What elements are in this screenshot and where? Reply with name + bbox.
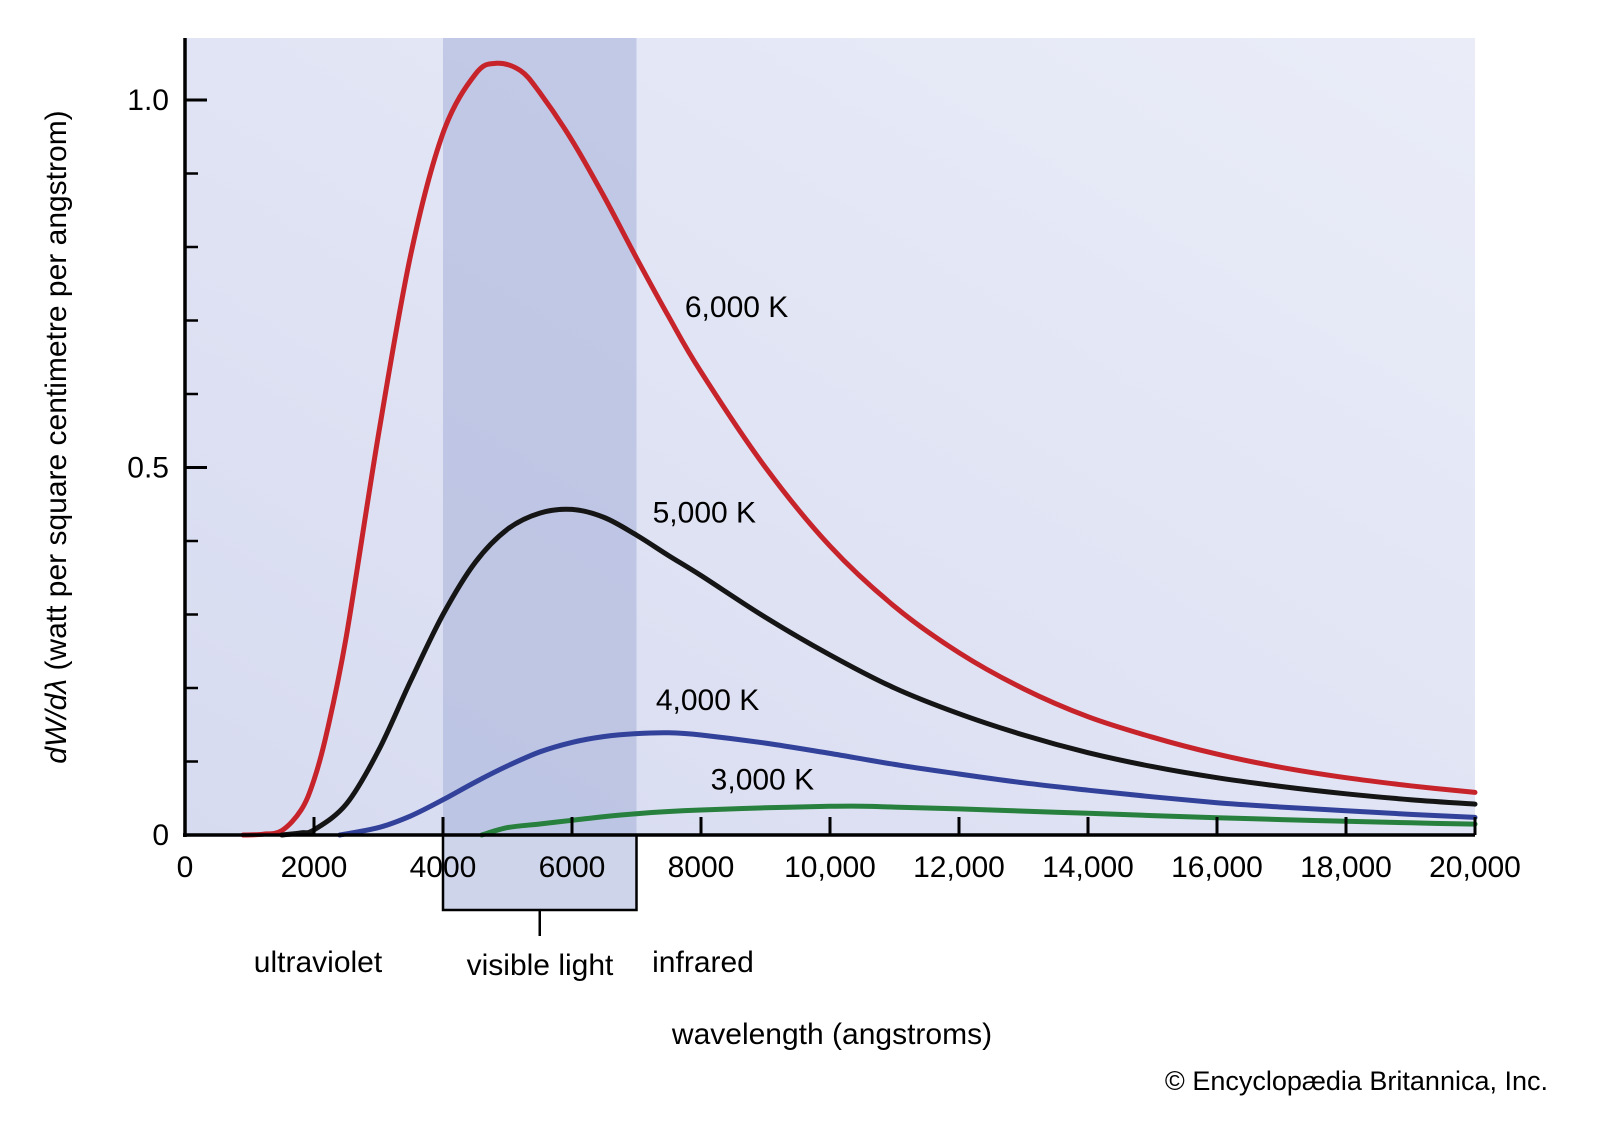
x-tick-label: 0: [177, 851, 194, 884]
x-tick-label: 10,000: [784, 851, 876, 884]
region-label-ultraviolet: ultraviolet: [253, 946, 383, 979]
curve-label-5000k: 5,000 K: [653, 497, 756, 530]
region-label-infrared: infrared: [652, 946, 754, 979]
x-tick-label: 8000: [668, 851, 735, 884]
curve-6000k: [240, 60, 1478, 838]
x-tick-label: 20,000: [1429, 851, 1521, 884]
x-tick-label: 2000: [281, 851, 348, 884]
curve-4000k: [337, 730, 1478, 838]
y-axis-title-math: dW/dλ: [40, 678, 73, 764]
x-tick-label: 12,000: [913, 851, 1005, 884]
curve-5000k: [279, 506, 1478, 838]
y-tick-label: 1.0: [127, 84, 169, 117]
curve-3000k: [479, 803, 1478, 838]
copyright-notice: © Encyclopædia Britannica, Inc.: [1164, 1066, 1548, 1096]
visible-light-band-extension: [443, 835, 637, 910]
visible-light-band: [443, 38, 637, 835]
curve-label-3000k: 3,000 K: [711, 763, 814, 796]
y-tick-label: 0.5: [127, 452, 169, 485]
y-axis-title-units: (watt per square centimetre per angstrom…: [40, 110, 73, 679]
y-axis-title: dW/dλ (watt per square centimetre per an…: [40, 110, 74, 763]
region-label-visible-light: visible light: [466, 949, 614, 982]
x-tick-label: 4000: [410, 851, 477, 884]
x-tick-label: 16,000: [1171, 851, 1263, 884]
x-tick-label: 18,000: [1300, 851, 1392, 884]
curve-label-6000k: 6,000 K: [685, 291, 788, 324]
x-tick-label: 6000: [539, 851, 606, 884]
x-axis-title: wavelength (angstroms): [671, 1018, 993, 1051]
y-tick-label: 0: [152, 819, 169, 852]
x-tick-label: 14,000: [1042, 851, 1134, 884]
curve-label-4000k: 4,000 K: [656, 684, 759, 717]
